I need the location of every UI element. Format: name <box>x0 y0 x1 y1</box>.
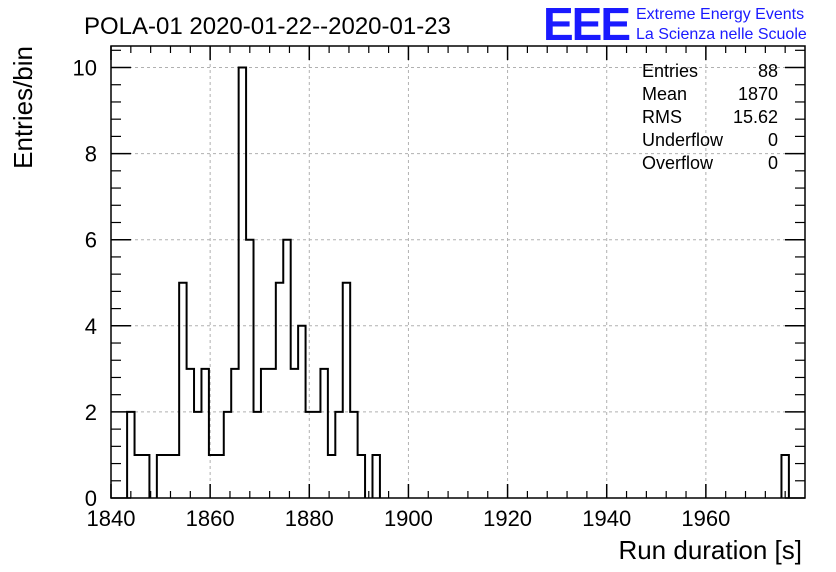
stats-underflow-label: Underflow <box>642 130 724 150</box>
stats-overflow-value: 0 <box>768 153 778 173</box>
y-tick-labels: 0 2 4 6 8 10 <box>73 56 97 511</box>
stats-entries-label: Entries <box>642 61 698 81</box>
x-tick-label: 1880 <box>285 506 334 531</box>
stats-overflow-label: Overflow <box>642 153 714 173</box>
stats-rms-value: 15.62 <box>733 107 778 127</box>
x-tick-label: 1860 <box>186 506 235 531</box>
y-tick-label: 8 <box>85 142 97 167</box>
x-tick-label: 1840 <box>87 506 136 531</box>
chart-title: POLA-01 2020-01-22--2020-01-23 <box>84 13 451 40</box>
grid <box>110 46 805 499</box>
x-axis-title: Run duration [s] <box>618 535 802 565</box>
y-tick-label: 6 <box>85 228 97 253</box>
stats-mean-label: Mean <box>642 84 687 104</box>
stats-underflow-value: 0 <box>768 130 778 150</box>
project-line1: Extreme Energy Events <box>636 6 804 23</box>
y-tick-label: 0 <box>85 486 97 511</box>
x-tick-label: 1920 <box>483 506 532 531</box>
x-tick-label: 1940 <box>582 506 631 531</box>
x-tick-labels: 1840 1860 1880 1900 1920 1940 1960 <box>87 506 731 531</box>
y-tick-label: 2 <box>85 400 97 425</box>
stats-mean-value: 1870 <box>738 84 778 104</box>
x-tick-label: 1960 <box>681 506 730 531</box>
project-line2: La Scienza nelle Scuole <box>636 26 807 43</box>
stats-box: Entries 88 Mean 1870 RMS 15.62 Underflow… <box>642 61 778 173</box>
y-tick-label: 10 <box>73 56 97 81</box>
y-tick-label: 4 <box>85 314 97 339</box>
x-tick-label: 1900 <box>384 506 433 531</box>
y-axis-title: Entries/bin <box>8 46 38 169</box>
axis-ticks <box>110 46 805 499</box>
stats-entries-value: 88 <box>758 61 778 81</box>
histogram-line <box>126 66 790 498</box>
stats-rms-label: RMS <box>642 107 682 127</box>
eee-logo: EEE <box>543 0 629 50</box>
plot-frame <box>110 45 806 499</box>
